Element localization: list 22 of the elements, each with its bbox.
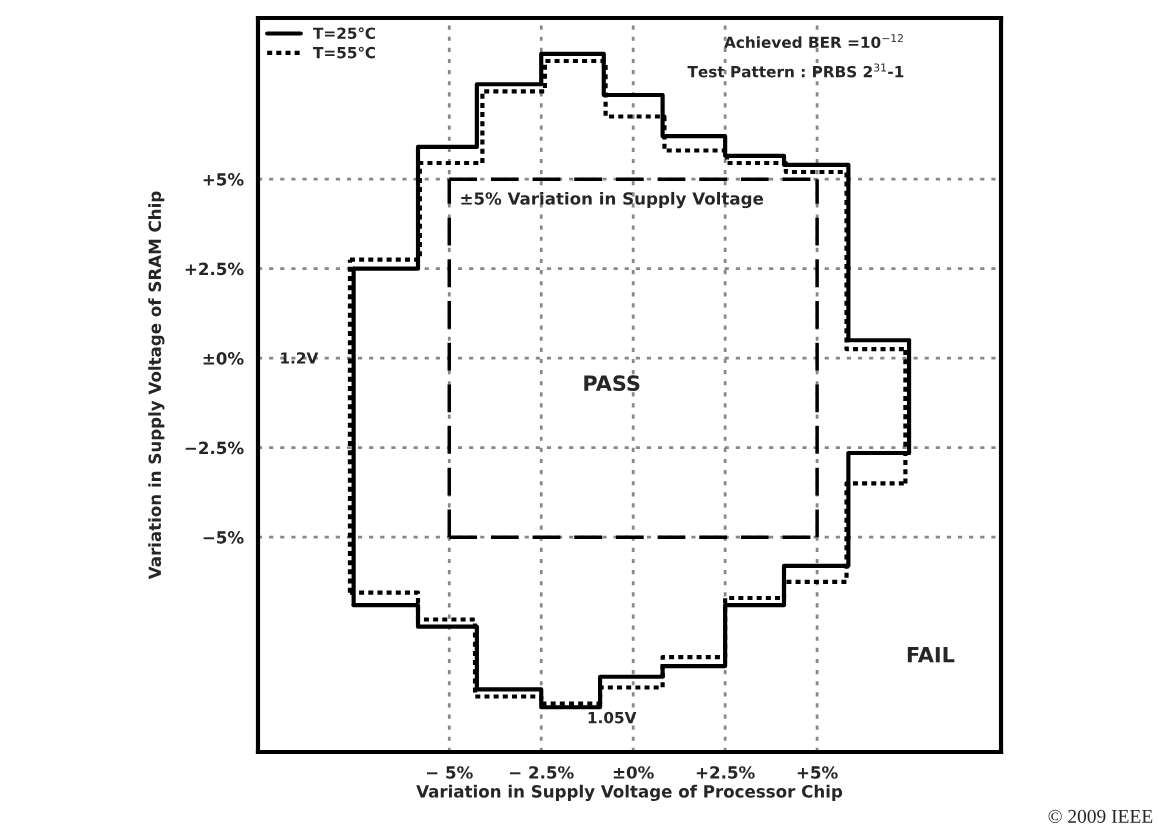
y-axis-title: Variation in Supply Voltage of SRAM Chip	[148, 191, 165, 580]
annotation: 1.05V	[588, 711, 637, 724]
annotation: Test Pattern : PRBS 2$^{31}$-1	[687, 63, 904, 78]
x-tick-label: +2.5%	[696, 766, 755, 779]
x-tick-label: − 5%	[427, 766, 473, 779]
x-axis-title: Variation in Supply Voltage of Processor Chip	[416, 784, 843, 802]
y-tick-label: −5%	[203, 531, 244, 544]
x-tick-label: − 2.5%	[510, 766, 574, 779]
annotation: Achieved BER =10$^{−12}$	[724, 34, 903, 49]
y-tick-label: ±0%	[203, 352, 244, 365]
y-tick-label: −2.5%	[185, 441, 244, 455]
y-tick-label: +5%	[203, 173, 244, 186]
annotation: 1.2V	[281, 352, 319, 364]
x-tick-label: +5%	[797, 766, 838, 779]
text: © 2009 IEEE	[1048, 809, 1153, 823]
annotation: ±5% Variation in Supply Voltage	[461, 191, 764, 209]
x-tick-label: ±0%	[613, 766, 654, 779]
legend-label: T=25℃	[313, 27, 376, 40]
legend-label: T=55℃	[313, 46, 376, 59]
annotation: PASS	[584, 375, 640, 392]
annotation: FAIL	[907, 647, 955, 663]
y-tick-label: +2.5%	[185, 262, 244, 276]
